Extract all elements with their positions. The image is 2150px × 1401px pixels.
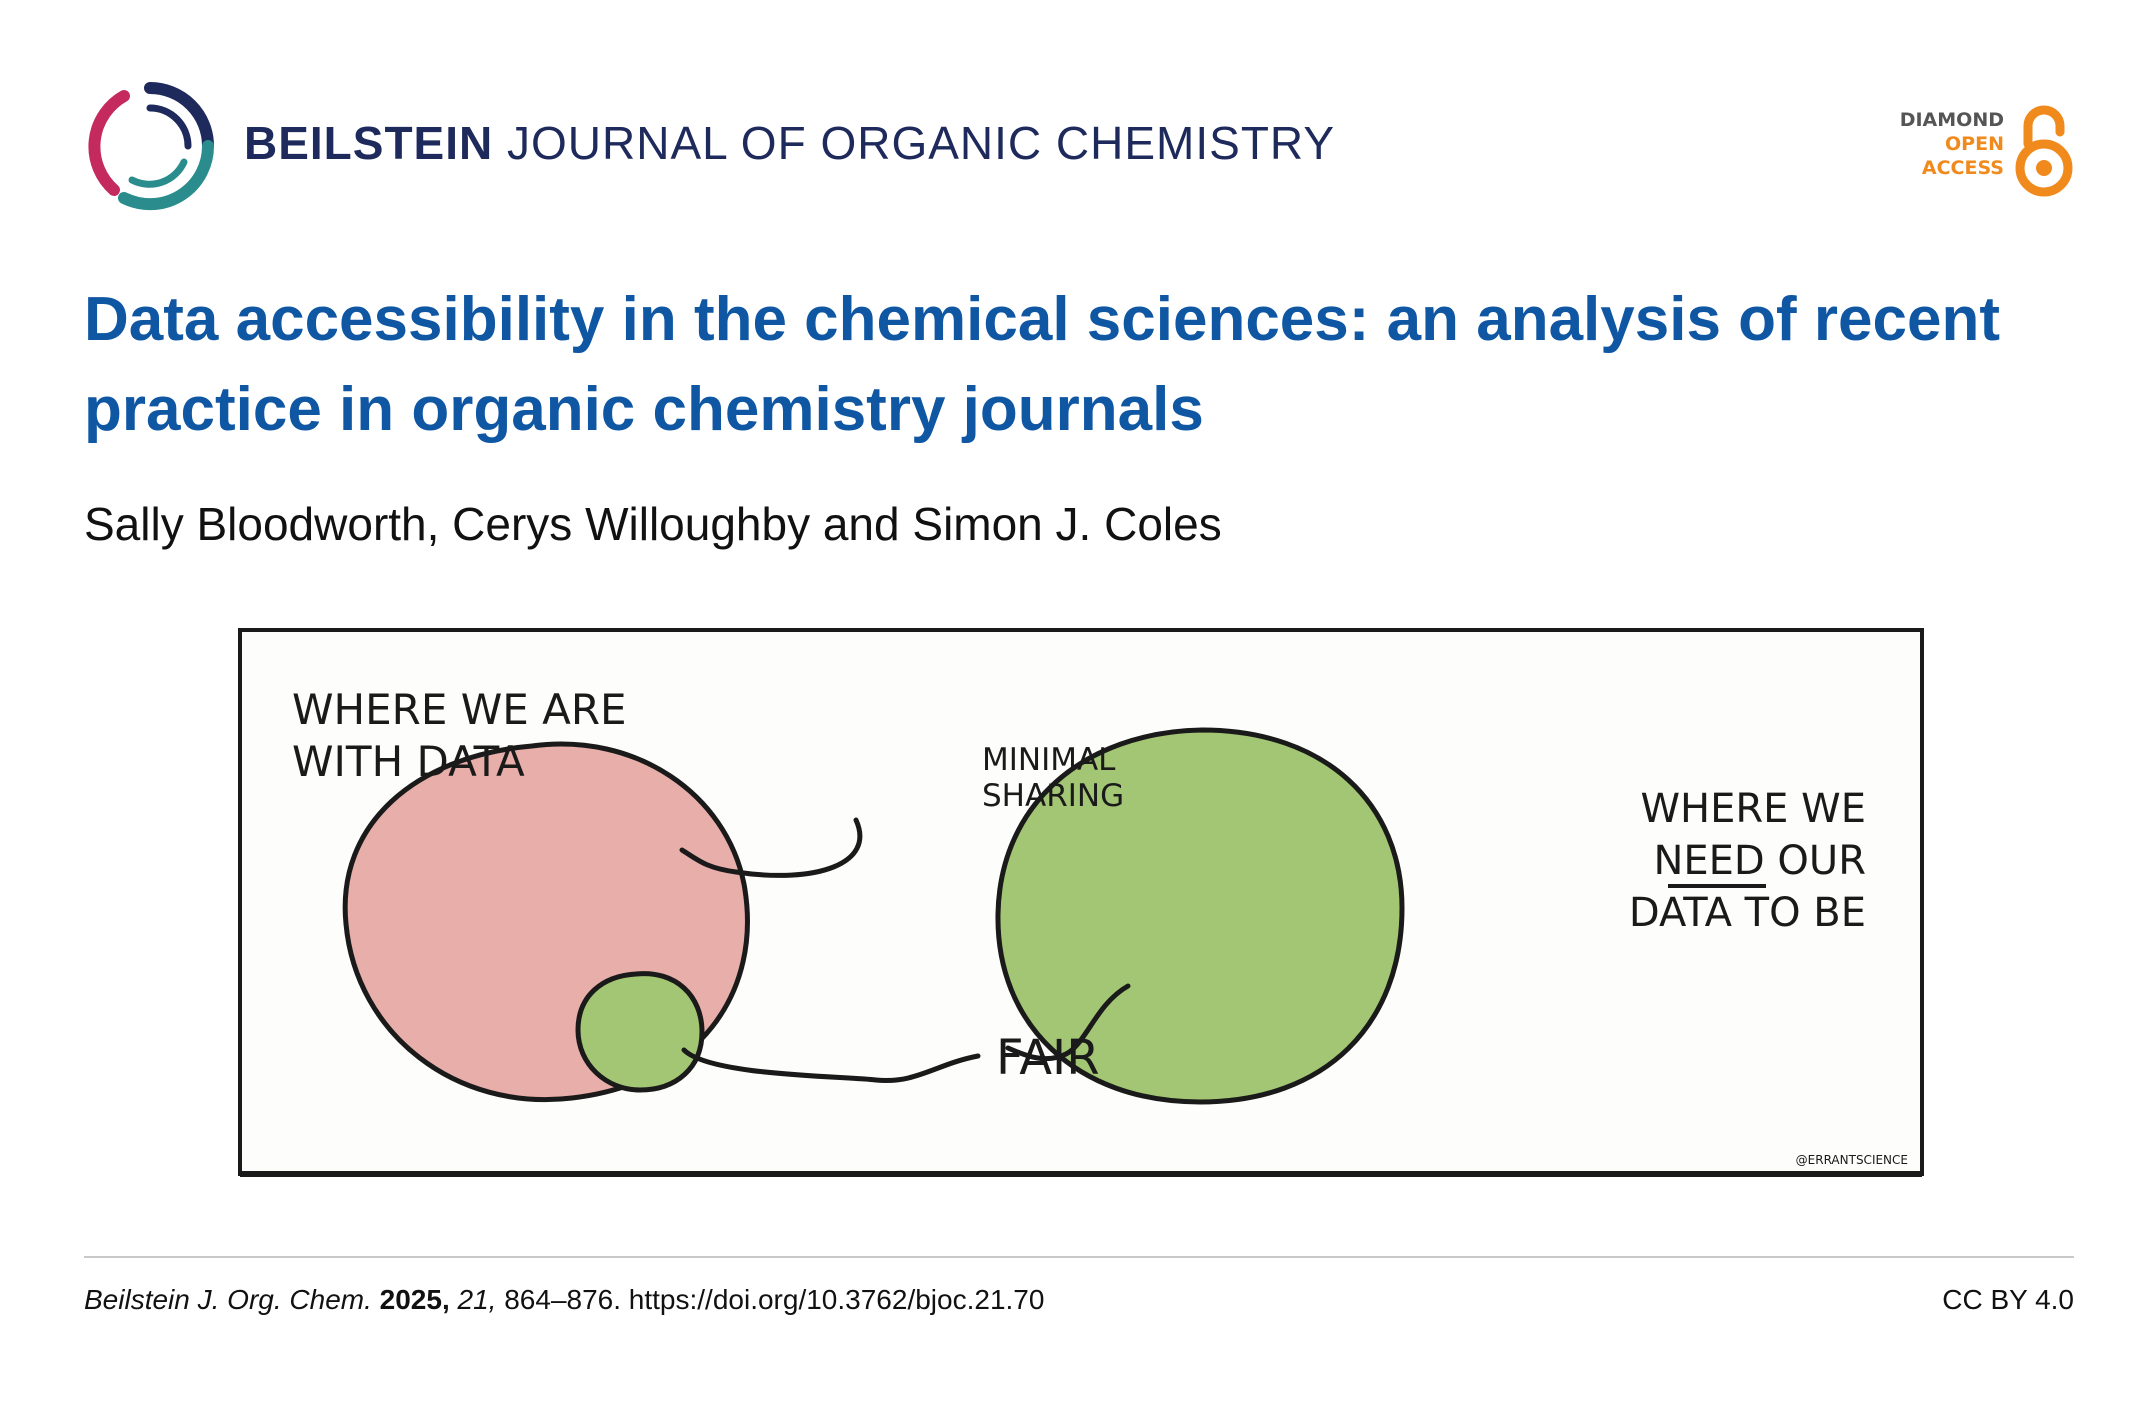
fair-left-pointer bbox=[681, 1047, 981, 1084]
article-authors: Sally Bloodworth, Cerys Willoughby and S… bbox=[84, 498, 1222, 550]
open-access-line2: OPEN bbox=[1945, 133, 2004, 155]
fair-small-circle bbox=[575, 971, 705, 1093]
citation: Beilstein J. Org. Chem. 2025, 21, 864–87… bbox=[84, 1284, 1044, 1316]
citation-volume: 21, bbox=[457, 1284, 497, 1315]
left-label-line1: WHERE WE ARE bbox=[292, 685, 627, 734]
journal-name: BEILSTEIN JOURNAL OF ORGANIC CHEMISTRY bbox=[244, 116, 1335, 170]
footer-divider bbox=[84, 1256, 2074, 1258]
article-title: Data accessibility in the chemical scien… bbox=[84, 285, 2001, 444]
beilstein-ring-logo-icon bbox=[88, 82, 215, 211]
fair-large-circle bbox=[995, 727, 1405, 1105]
right-label-line1: WHERE WE bbox=[1640, 786, 1866, 832]
right-label-line2: NEED OUR bbox=[1653, 838, 1866, 884]
minimal-label-line2: SHARING bbox=[982, 778, 1124, 814]
right-label-need: NEED bbox=[1653, 838, 1764, 884]
journal-name-bold: BEILSTEIN bbox=[244, 117, 494, 169]
fair-label: FAIR bbox=[996, 1030, 1100, 1086]
comic-svg: WHERE WE ARE WITH DATA MINIMAL SHARING F… bbox=[238, 628, 1924, 1177]
citation-journal: Beilstein J. Org. Chem. bbox=[84, 1284, 372, 1315]
license: CC BY 4.0 bbox=[1942, 1284, 2074, 1315]
left-label-line2: WITH DATA bbox=[292, 737, 525, 786]
minimal-label-line1: MINIMAL bbox=[982, 742, 1116, 778]
open-access-line3: ACCESS bbox=[1921, 157, 2004, 179]
right-label-our: OUR bbox=[1765, 838, 1866, 884]
open-access-line1: DIAMOND bbox=[1899, 109, 2004, 131]
graphical-abstract-comic: WHERE WE ARE WITH DATA MINIMAL SHARING F… bbox=[236, 624, 1926, 1184]
minimal-sharing-pointer bbox=[679, 817, 863, 878]
journal-name-rest: JOURNAL OF ORGANIC CHEMISTRY bbox=[507, 117, 1335, 169]
comic-credit: @ERRANTSCIENCE bbox=[1796, 1153, 1908, 1167]
citation-year: 2025, bbox=[379, 1284, 450, 1315]
citation-pages-doi[interactable]: 864–876. https://doi.org/10.3762/bjoc.21… bbox=[504, 1284, 1045, 1315]
right-label-line3: DATA TO BE bbox=[1629, 890, 1866, 936]
diamond-open-access-badge: DIAMOND OPEN ACCESS bbox=[1884, 100, 2074, 200]
journal-header: BEILSTEIN JOURNAL OF ORGANIC CHEMISTRY D… bbox=[84, 80, 2074, 220]
open-access-text: DIAMOND OPEN ACCESS bbox=[1900, 108, 2004, 180]
fair-right-pointer bbox=[1005, 983, 1131, 1062]
open-access-lock-icon bbox=[2015, 105, 2073, 197]
